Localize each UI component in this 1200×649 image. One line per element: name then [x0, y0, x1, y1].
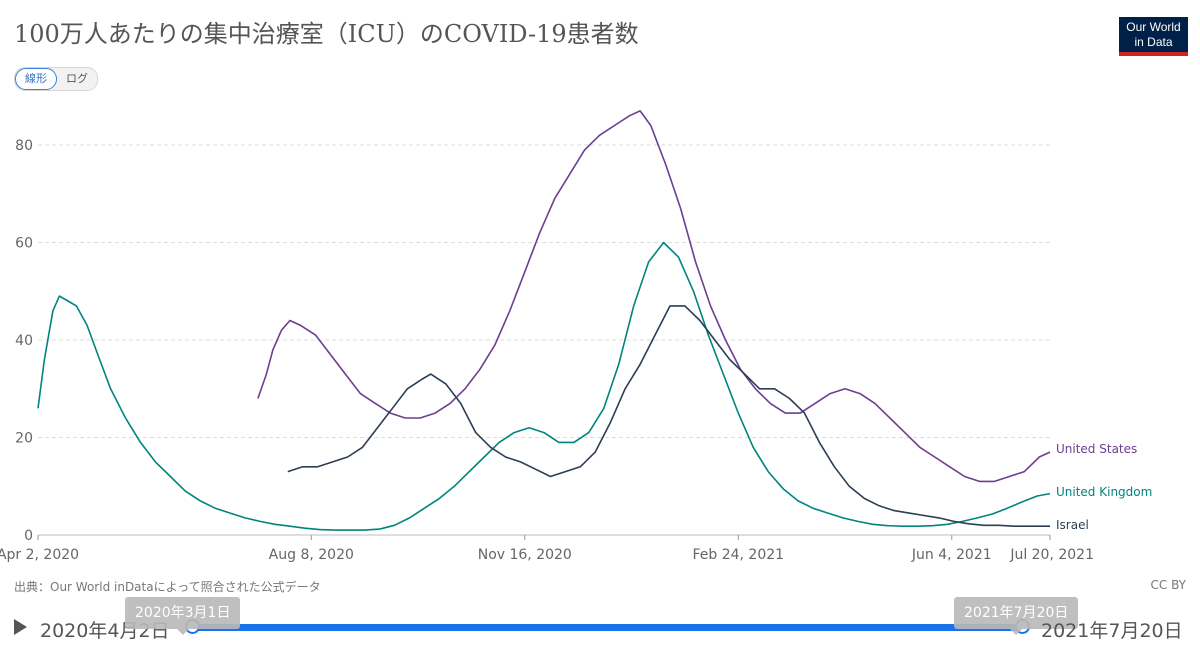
owid-logo[interactable]: Our World in Data — [1119, 17, 1188, 56]
series-labels: United States United Kingdom Israel — [1056, 442, 1152, 532]
x-tick-label: Aug 8, 2020 — [269, 547, 354, 563]
linear-scale-button[interactable]: 線形 — [15, 68, 57, 90]
source-note: 出典：Our World inDataによって照合された公式データ — [14, 580, 321, 594]
log-scale-button[interactable]: ログ — [66, 72, 88, 85]
series-lines — [37, 110, 1051, 531]
timeline-start-handle[interactable]: 2020年3月1日 — [125, 597, 241, 635]
y-axis-ticks: 0 20 40 60 80 — [15, 138, 33, 544]
x-tick-label: Apr 2, 2020 — [0, 547, 79, 563]
y-tick-label: 40 — [15, 333, 33, 349]
gridlines — [38, 144, 1050, 536]
series-label: United States — [1056, 442, 1137, 456]
scale-toggle: 線形 ログ — [14, 67, 98, 91]
license-badge[interactable]: CC BY — [1150, 578, 1186, 592]
y-tick-label: 80 — [15, 138, 33, 154]
series-line-israel[interactable] — [287, 305, 1050, 527]
series-line-united-states[interactable] — [257, 110, 1051, 483]
timeline-end-label: 2021年7月20日 — [1041, 620, 1183, 642]
x-tick-label: Jul 20, 2021 — [1009, 547, 1094, 563]
y-tick-label: 60 — [15, 236, 33, 252]
play-icon[interactable] — [14, 619, 27, 635]
end-tooltip: 2021年7月20日 — [954, 597, 1079, 635]
chart-title: 100万人あたりの集中治療室（ICU）のCOVID-19患者数 — [14, 20, 639, 48]
y-tick-label: 20 — [15, 431, 33, 447]
x-tick-label: Feb 24, 2021 — [692, 547, 784, 563]
logo-line-2: in Data — [1134, 35, 1173, 49]
series-label: United Kingdom — [1056, 485, 1152, 499]
x-tick-label: Jun 4, 2021 — [911, 547, 992, 563]
x-tick-label: Nov 16, 2020 — [478, 547, 572, 563]
start-tooltip: 2020年3月1日 — [125, 597, 241, 635]
timeline-end-handle[interactable]: 2021年7月20日 — [954, 597, 1079, 635]
timeline: 2020年4月2日 2020年3月1日 2021年7月20日 2021年7月20… — [0, 597, 1200, 649]
series-line-united-kingdom[interactable] — [37, 241, 1051, 531]
timeline-track[interactable] — [192, 624, 1023, 631]
line-chart: 0 20 40 60 80 Apr 2, 2020 Aug 8, 2020 Nov 16, … — [0, 110, 1152, 563]
series-label: Israel — [1056, 518, 1089, 532]
y-tick-label: 0 — [24, 528, 33, 544]
logo-line-1: Our World — [1126, 20, 1181, 34]
x-axis-ticks: Apr 2, 2020 Aug 8, 2020 Nov 16, 2020 Feb 24… — [0, 535, 1094, 563]
